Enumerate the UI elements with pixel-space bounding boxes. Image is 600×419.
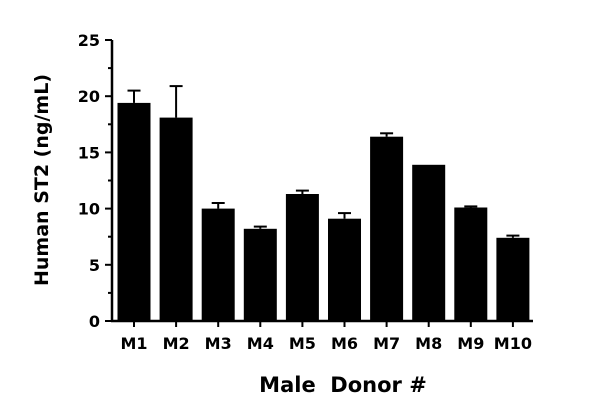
bars-group [117, 102, 530, 322]
bar-m1 [117, 102, 151, 322]
y-axis: 0 5 10 15 20 25 [78, 31, 114, 331]
x-axis-title: Male Donor # [259, 373, 427, 397]
y-tick-label: 20 [78, 87, 100, 106]
bar-m3 [201, 208, 235, 321]
bar-m6 [328, 218, 361, 321]
y-tick-label: 10 [78, 200, 100, 219]
bar-m4 [243, 228, 277, 321]
x-tick-label-m3: M3 [205, 334, 232, 353]
x-tick-label-m1: M1 [120, 334, 147, 353]
x-tick-label-m7: M7 [373, 334, 400, 353]
x-axis: M1 M2 M3 M4 M5 M6 M7 M8 M9 M10 [111, 319, 533, 353]
x-tick-label-m10: M10 [494, 334, 532, 353]
bar-m5 [285, 194, 319, 321]
bar-m9 [454, 207, 488, 321]
x-tick-label-m5: M5 [289, 334, 316, 353]
y-tick-label: 0 [89, 312, 100, 331]
x-tick-label-m6: M6 [331, 334, 358, 353]
y-tick-label: 5 [89, 256, 100, 275]
x-tick-label-m9: M9 [457, 334, 484, 353]
y-tick-label: 15 [78, 143, 100, 162]
y-tick-label: 25 [78, 31, 100, 50]
y-axis-title: Human ST2 (ng/mL) [31, 74, 53, 286]
x-tick-label-m2: M2 [163, 334, 190, 353]
bar-m10 [496, 237, 530, 321]
error-bars-group [127, 85, 520, 238]
x-tick-label-m8: M8 [415, 334, 442, 353]
bar-m7 [370, 136, 404, 321]
x-tick-label-m4: M4 [247, 334, 274, 353]
bar-m2 [159, 117, 193, 321]
bar-m8 [412, 164, 446, 321]
